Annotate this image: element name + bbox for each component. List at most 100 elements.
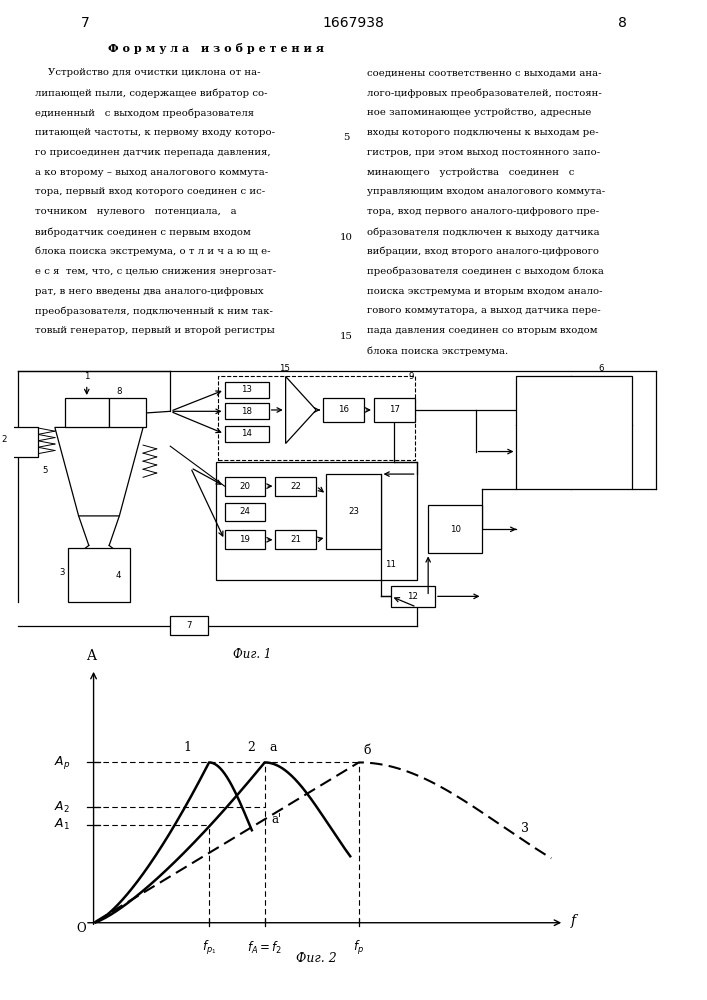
Text: точником   нулевого   потенциала,   а: точником нулевого потенциала, а bbox=[35, 207, 236, 216]
Bar bbox=[216, 462, 416, 580]
Text: питающей частоты, к первому входу которо-: питающей частоты, к первому входу которо… bbox=[35, 128, 274, 137]
Text: пада давления соединен со вторым входом: пада давления соединен со вторым входом bbox=[367, 326, 597, 335]
Text: a': a' bbox=[271, 813, 281, 826]
Text: Устройство для очистки циклона от на-: Устройство для очистки циклона от на- bbox=[35, 68, 260, 77]
Polygon shape bbox=[286, 376, 316, 444]
Text: блока поиска экстремума.: блока поиска экстремума. bbox=[367, 346, 508, 356]
Text: 6: 6 bbox=[599, 364, 604, 373]
Text: O: O bbox=[76, 922, 86, 935]
Text: рат, в него введены два аналого-цифровых: рат, в него введены два аналого-цифровых bbox=[35, 287, 263, 296]
Text: 8: 8 bbox=[618, 16, 626, 30]
Text: 10: 10 bbox=[450, 525, 461, 534]
Text: 1: 1 bbox=[84, 372, 90, 381]
Text: 11: 11 bbox=[385, 560, 397, 569]
Text: лого-цифровых преобразователей, постоян-: лого-цифровых преобразователей, постоян- bbox=[367, 88, 602, 98]
Bar bbox=[225, 502, 265, 521]
Bar bbox=[170, 616, 208, 635]
Text: го присоединен датчик перепада давления,: го присоединен датчик перепада давления, bbox=[35, 148, 270, 157]
Bar bbox=[11, 427, 38, 457]
Bar bbox=[391, 586, 435, 607]
Bar bbox=[276, 530, 316, 549]
Text: единенный   с выходом преобразователя: единенный с выходом преобразователя bbox=[35, 108, 254, 118]
Text: 12: 12 bbox=[407, 592, 419, 601]
Text: а ко второму – выход аналогового коммута-: а ко второму – выход аналогового коммута… bbox=[35, 168, 268, 177]
Text: гового коммутатора, а выход датчика пере-: гового коммутатора, а выход датчика пере… bbox=[367, 306, 600, 315]
Bar bbox=[327, 474, 380, 549]
Text: 24: 24 bbox=[240, 507, 250, 516]
Text: 13: 13 bbox=[241, 385, 252, 394]
Bar bbox=[225, 382, 269, 398]
Text: е с я  тем, что, с целью снижения энергозат-: е с я тем, что, с целью снижения энергоз… bbox=[35, 267, 276, 276]
Bar bbox=[218, 376, 414, 460]
Text: образователя подключен к выходу датчика: образователя подключен к выходу датчика bbox=[367, 227, 600, 237]
Text: 5: 5 bbox=[343, 133, 349, 142]
Text: 7: 7 bbox=[81, 16, 89, 30]
Bar bbox=[225, 426, 269, 442]
Text: $A_p$: $A_p$ bbox=[54, 754, 70, 771]
Text: 19: 19 bbox=[240, 535, 250, 544]
Bar bbox=[374, 398, 414, 422]
Text: 16: 16 bbox=[338, 405, 349, 414]
Text: 3: 3 bbox=[59, 568, 65, 577]
Bar bbox=[65, 398, 109, 427]
Text: 22: 22 bbox=[291, 482, 301, 491]
Text: Фиг. 1: Фиг. 1 bbox=[233, 648, 271, 661]
Text: минающего   устройства   соединен   с: минающего устройства соединен с bbox=[367, 168, 574, 177]
Text: A: A bbox=[86, 649, 96, 663]
Text: 21: 21 bbox=[291, 535, 301, 544]
Text: $f_p$: $f_p$ bbox=[354, 939, 364, 957]
Text: 8: 8 bbox=[117, 387, 122, 396]
Text: f: f bbox=[571, 914, 575, 928]
Text: $A_2$: $A_2$ bbox=[54, 799, 70, 815]
Text: блока поиска экстремума, о т л и ч а ю щ е-: блока поиска экстремума, о т л и ч а ю щ… bbox=[35, 247, 270, 256]
Text: товый генератор, первый и второй регистры: товый генератор, первый и второй регистр… bbox=[35, 326, 274, 335]
Bar bbox=[225, 530, 265, 549]
Text: входы которого подключены к выходам ре-: входы которого подключены к выходам ре- bbox=[367, 128, 598, 137]
Bar bbox=[323, 398, 363, 422]
Text: гистров, при этом выход постоянного запо-: гистров, при этом выход постоянного запо… bbox=[367, 148, 600, 157]
Bar bbox=[516, 376, 632, 489]
Bar bbox=[225, 403, 269, 419]
Bar bbox=[69, 548, 129, 602]
Polygon shape bbox=[55, 427, 143, 516]
Text: соединены соответственно с выходами ана-: соединены соответственно с выходами ана- bbox=[367, 68, 601, 77]
Text: вибрации, вход второго аналого-цифрового: вибрации, вход второго аналого-цифрового bbox=[367, 247, 599, 256]
Text: 10: 10 bbox=[340, 233, 353, 242]
Text: 1667938: 1667938 bbox=[322, 16, 385, 30]
Text: 7: 7 bbox=[186, 621, 192, 630]
Text: б: б bbox=[363, 744, 370, 757]
Text: 2: 2 bbox=[1, 435, 6, 444]
Text: тора, вход первого аналого-цифрового пре-: тора, вход первого аналого-цифрового пре… bbox=[367, 207, 599, 216]
Text: преобразователя, подключенный к ним так-: преобразователя, подключенный к ним так- bbox=[35, 306, 272, 316]
Text: Фиг. 2: Фиг. 2 bbox=[296, 952, 337, 965]
Text: ное запоминающее устройство, адресные: ное запоминающее устройство, адресные bbox=[367, 108, 591, 117]
Text: a: a bbox=[269, 741, 276, 754]
Text: 15: 15 bbox=[340, 332, 353, 341]
Text: 14: 14 bbox=[241, 429, 252, 438]
Text: 1: 1 bbox=[183, 741, 192, 754]
Text: 23: 23 bbox=[348, 507, 359, 516]
Text: 17: 17 bbox=[389, 405, 399, 414]
Text: тора, первый вход которого соединен с ис-: тора, первый вход которого соединен с ис… bbox=[35, 187, 264, 196]
Text: липающей пыли, содержащее вибратор со-: липающей пыли, содержащее вибратор со- bbox=[35, 88, 267, 98]
Text: 3: 3 bbox=[521, 822, 530, 835]
Text: $f_{p_1}$: $f_{p_1}$ bbox=[201, 939, 216, 957]
Text: $f_A{=}f_2$: $f_A{=}f_2$ bbox=[247, 939, 282, 956]
Text: 9: 9 bbox=[409, 372, 414, 381]
Text: 4: 4 bbox=[116, 571, 122, 580]
Bar bbox=[109, 398, 146, 427]
Text: 2: 2 bbox=[247, 741, 255, 754]
Text: 15: 15 bbox=[279, 364, 290, 373]
Bar bbox=[276, 477, 316, 496]
Text: Ф о р м у л а   и з о б р е т е н и я: Ф о р м у л а и з о б р е т е н и я bbox=[107, 43, 324, 54]
Text: управляющим входом аналогового коммута-: управляющим входом аналогового коммута- bbox=[367, 187, 605, 196]
Bar bbox=[225, 477, 265, 496]
Text: 5: 5 bbox=[42, 466, 47, 475]
Text: преобразователя соединен с выходом блока: преобразователя соединен с выходом блока bbox=[367, 267, 604, 276]
Text: $A_1$: $A_1$ bbox=[54, 817, 70, 832]
Text: поиска экстремума и вторым входом анало-: поиска экстремума и вторым входом анало- bbox=[367, 287, 602, 296]
Text: 18: 18 bbox=[241, 407, 252, 416]
Text: вибродатчик соединен с первым входом: вибродатчик соединен с первым входом bbox=[35, 227, 250, 237]
Bar bbox=[428, 505, 482, 553]
Text: 20: 20 bbox=[240, 482, 250, 491]
